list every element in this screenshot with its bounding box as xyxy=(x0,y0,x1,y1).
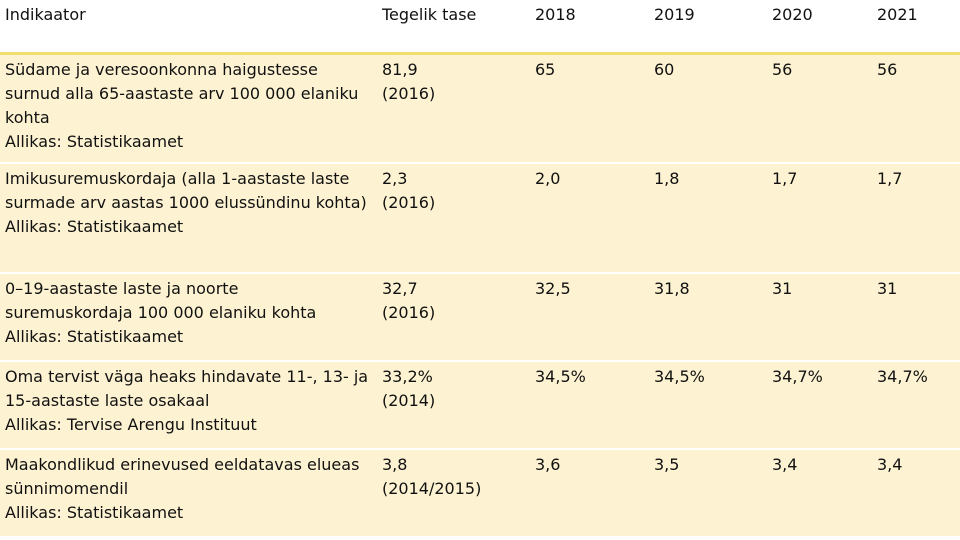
indicator-source: Allikas: Statistikaamet xyxy=(5,503,184,522)
table-row: Oma tervist väga heaks hindavate 11-, 13… xyxy=(0,361,960,449)
value-2019: 1,8 xyxy=(654,169,680,188)
indicator-text: 0–19-aastaste laste ja noorte suremuskor… xyxy=(5,279,317,322)
actual-value: 3,8 xyxy=(382,455,408,474)
header-indicator: Indikaator xyxy=(0,0,376,55)
header-2020: 2020 xyxy=(766,0,871,55)
indicator-cell: 0–19-aastaste laste ja noorte suremuskor… xyxy=(0,273,376,361)
value-2018: 3,6 xyxy=(535,455,561,474)
header-actual-level: Tegelik tase xyxy=(376,0,529,55)
header-2018: 2018 xyxy=(529,0,648,55)
actual-value: 32,7 xyxy=(382,279,418,298)
indicator-text: Oma tervist väga heaks hindavate 11-, 13… xyxy=(5,367,374,410)
value-2018: 2,0 xyxy=(535,169,561,188)
actual-value: 81,9 xyxy=(382,59,418,79)
table-row: Imikusuremuskordaja (alla 1-aastaste las… xyxy=(0,163,960,273)
header-2021: 2021 xyxy=(871,0,960,55)
table-header-row: Indikaator Tegelik tase 2018 2019 2020 2… xyxy=(0,0,960,55)
table-row: 0–19-aastaste laste ja noorte suremuskor… xyxy=(0,273,960,361)
actual-year: (2016) xyxy=(382,303,436,322)
actual-level-cell: 33,2% (2014) xyxy=(376,361,529,449)
value-2018: 32,5 xyxy=(535,279,571,298)
value-2019: 34,5% xyxy=(654,367,705,386)
actual-level-cell: 32,7 (2016) xyxy=(376,273,529,361)
indicator-text: Imikusuremuskordaja (alla 1-aastaste las… xyxy=(5,169,367,212)
value-2019: 60 xyxy=(654,59,675,79)
value-2021: 31 xyxy=(877,279,898,298)
actual-value: 33,2% xyxy=(382,367,433,386)
value-2020: 3,4 xyxy=(772,455,798,474)
value-2021: 1,7 xyxy=(877,169,903,188)
actual-year: (2016) xyxy=(382,193,436,212)
indicator-cell: Südame ja veresoonkonna haigustesse surn… xyxy=(0,53,376,163)
indicator-cell: Imikusuremuskordaja (alla 1-aastaste las… xyxy=(0,163,376,273)
value-2020: 56 xyxy=(772,59,793,79)
indicator-text: Maakondlikud erinevused eeldatavas eluea… xyxy=(5,455,365,498)
value-2021: 3,4 xyxy=(877,455,903,474)
value-2021: 56 xyxy=(877,59,898,79)
actual-level-cell: 2,3 (2016) xyxy=(376,163,529,273)
actual-year: (2016) xyxy=(382,83,436,103)
actual-year: (2014/2015) xyxy=(382,479,482,498)
value-2020: 34,7% xyxy=(772,367,823,386)
actual-year: (2014) xyxy=(382,391,436,410)
indicator-source: Allikas: Statistikaamet xyxy=(5,217,184,236)
indicator-cell: Maakondlikud erinevused eeldatavas eluea… xyxy=(0,449,376,537)
actual-value: 2,3 xyxy=(382,169,408,188)
actual-level-cell: 3,8 (2014/2015) xyxy=(376,449,529,537)
indicator-text: Südame ja veresoonkonna haigustesse surn… xyxy=(5,59,364,127)
table-row: Südame ja veresoonkonna haigustesse surn… xyxy=(0,53,960,163)
value-2020: 31 xyxy=(772,279,793,298)
value-2019: 31,8 xyxy=(654,279,690,298)
table-row: Maakondlikud erinevused eeldatavas eluea… xyxy=(0,449,960,537)
indicator-source: Allikas: Statistikaamet xyxy=(5,327,184,346)
indicator-cell: Oma tervist väga heaks hindavate 11-, 13… xyxy=(0,361,376,449)
indicator-source: Allikas: Statistikaamet xyxy=(5,131,184,151)
header-2019: 2019 xyxy=(648,0,766,55)
actual-level-cell: 81,9 (2016) xyxy=(376,53,529,163)
indicator-source: Allikas: Tervise Arengu Instituut xyxy=(5,415,257,434)
value-2019: 3,5 xyxy=(654,455,680,474)
value-2018: 65 xyxy=(535,59,556,79)
value-2021: 34,7% xyxy=(877,367,928,386)
value-2020: 1,7 xyxy=(772,169,798,188)
value-2018: 34,5% xyxy=(535,367,586,386)
